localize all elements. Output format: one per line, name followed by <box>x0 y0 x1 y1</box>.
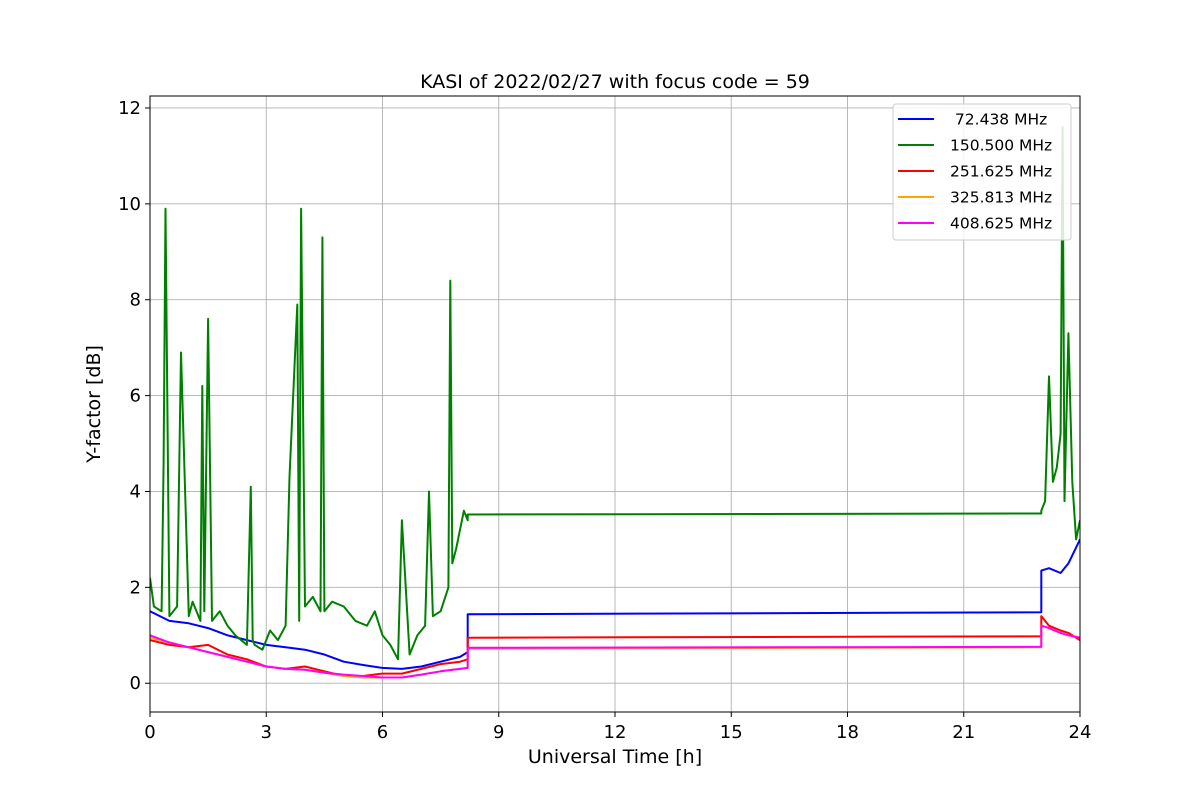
series-line-0 <box>150 538 1080 670</box>
x-axis-label: Universal Time [h] <box>528 746 702 768</box>
series-line-4 <box>150 624 1080 679</box>
series-layer <box>150 126 1080 679</box>
y-tick-label: 0 <box>130 673 141 694</box>
x-tick-label: 12 <box>604 722 627 743</box>
legend-entry: 150.500 MHz <box>950 137 1052 155</box>
legend-entry: 72.438 MHz <box>950 111 1047 129</box>
y-tick-label: 2 <box>130 577 141 598</box>
legend-entry: 251.625 MHz <box>950 163 1052 181</box>
legend-box <box>892 103 1072 241</box>
x-tick-label: 0 <box>144 722 155 743</box>
y-tick-label: 8 <box>130 290 141 311</box>
legend: 72.438 MHz 150.500 MHz 251.625 MHz 325.813 … <box>892 103 1072 241</box>
x-tick-label: 6 <box>377 722 388 743</box>
y-tick-label: 10 <box>118 194 141 215</box>
y-tick-label: 4 <box>130 481 141 502</box>
x-tick-label: 24 <box>1069 722 1092 743</box>
chart-title: KASI of 2022/02/27 with focus code = 59 <box>420 71 810 93</box>
y-axis-label: Y-factor [dB] <box>83 345 105 464</box>
x-tick-label: 18 <box>836 722 859 743</box>
series-line-2 <box>150 615 1080 677</box>
x-tick-label: 15 <box>720 722 743 743</box>
x-tick-label: 3 <box>261 722 272 743</box>
x-tick-label: 21 <box>952 722 975 743</box>
legend-entry: 325.813 MHz <box>950 189 1052 207</box>
x-tick-label: 9 <box>493 722 504 743</box>
y-tick-label: 12 <box>118 98 141 119</box>
series-line-1 <box>150 126 1080 661</box>
y-tick-label: 6 <box>130 386 141 407</box>
legend-entry: 408.625 MHz <box>950 215 1052 233</box>
